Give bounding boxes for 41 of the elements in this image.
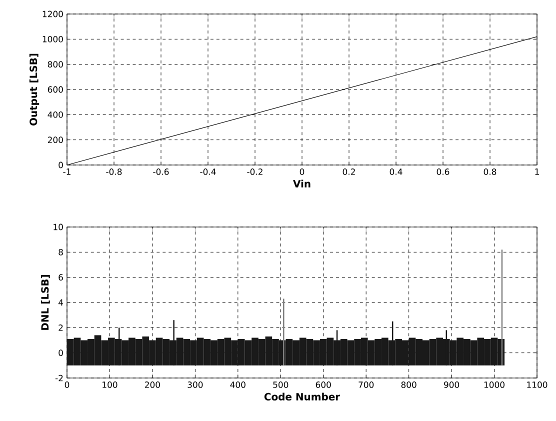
y-tick-label: 2: [58, 324, 63, 331]
y-tick-label: -2: [55, 374, 63, 382]
x-tick-label: 100: [102, 382, 118, 388]
x-axis-title: Code Number: [264, 392, 340, 400]
y-tick-label: 8: [58, 248, 63, 256]
x-tick-label: 0: [64, 382, 70, 388]
x-axis-title: Vin: [293, 180, 310, 188]
x-tick-label: -0.2: [247, 168, 262, 175]
x-tick-label: 0.8: [484, 168, 496, 175]
x-tick-label: 0: [300, 168, 304, 175]
x-tick-label: 400: [230, 382, 246, 388]
y-tick-label: 0: [58, 162, 63, 168]
x-tick-label: -0.8: [106, 168, 122, 175]
x-tick-label: 300: [188, 382, 203, 388]
x-tick-label: 0.6: [436, 168, 450, 175]
y-tick-label: 800: [48, 61, 63, 68]
y-tick-label: 1200: [42, 10, 63, 18]
x-tick-label: -0.4: [200, 168, 216, 175]
x-tick-label: 200: [145, 382, 160, 388]
y-axis-title: DNL [LSB]: [40, 275, 50, 330]
x-tick-label: 1000: [484, 382, 504, 388]
x-tick-label: 1: [535, 168, 539, 175]
y-tick-label: 10: [54, 224, 63, 230]
y-tick-label: 600: [48, 86, 63, 93]
y-tick-label: 200: [48, 136, 63, 144]
x-tick-label: -1: [63, 168, 70, 175]
x-tick-label: 0.4: [390, 168, 402, 175]
y-tick-label: 6: [58, 274, 63, 281]
y-tick-label: 0: [58, 350, 63, 356]
x-tick-label: 800: [401, 382, 416, 388]
x-tick-label: -0.6: [153, 168, 169, 175]
x-tick-label: 600: [316, 382, 331, 388]
y-tick-label: 4: [58, 299, 64, 306]
x-tick-label: 0.2: [342, 168, 355, 175]
x-tick-label: 900: [444, 382, 460, 388]
x-tick-label: 500: [273, 382, 288, 388]
x-tick-label: 700: [358, 382, 374, 388]
x-tick-label: 1100: [527, 382, 548, 388]
y-tick-label: 1000: [42, 36, 63, 42]
y-axis-title: Output [LSB]: [29, 54, 40, 126]
y-tick-label: 400: [48, 111, 63, 118]
